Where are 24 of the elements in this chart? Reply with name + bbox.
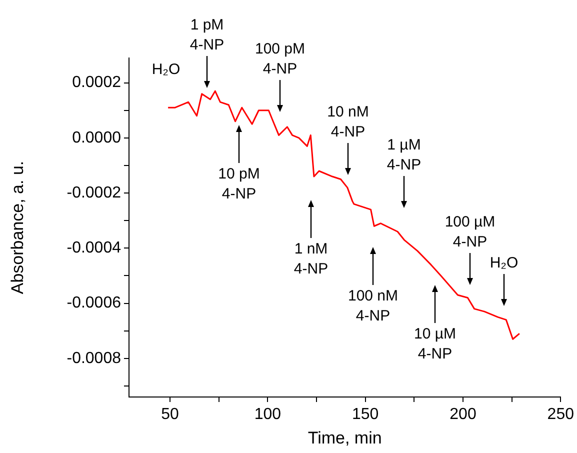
y-axis-title: Absorbance, a. u. [8, 160, 27, 294]
x-tick-label: 50 [161, 406, 180, 424]
x-axis-title: Time, min [308, 428, 382, 448]
y-tick-label: -0.0008 [66, 350, 122, 367]
x-tick-label: 150 [352, 406, 379, 424]
y-tick-label: -0.0002 [66, 184, 122, 202]
x-tick-label: 200 [450, 406, 476, 424]
annotation: 10 µM 4-NP [414, 326, 456, 363]
annotation: 1 nM 4-NP [294, 240, 328, 278]
x-tick-label: 100 [254, 406, 282, 424]
annotation: 1 µM 4-NP [386, 136, 422, 174]
y-tick-label: -0.0004 [66, 240, 122, 257]
y-tick-label: 0.0002 [72, 74, 122, 92]
y-tick-label: -0.0006 [66, 294, 122, 312]
annotation: 100 nM 4-NP [348, 288, 398, 325]
text: 1 pM 4-NP [190, 16, 224, 54]
annotation: 10 nM 4-NP [327, 104, 369, 141]
annotation: 100 pM 4-NP [254, 40, 306, 78]
annotation: 100 µM 4-NP [444, 214, 496, 251]
annotation: 10 pM 4-NP [218, 166, 260, 203]
annotation: H₂O [490, 254, 518, 272]
y-tick-label: 0.0000 [72, 129, 122, 146]
x-tick-label: 250 [547, 406, 574, 424]
annotation: H₂O [152, 61, 180, 78]
